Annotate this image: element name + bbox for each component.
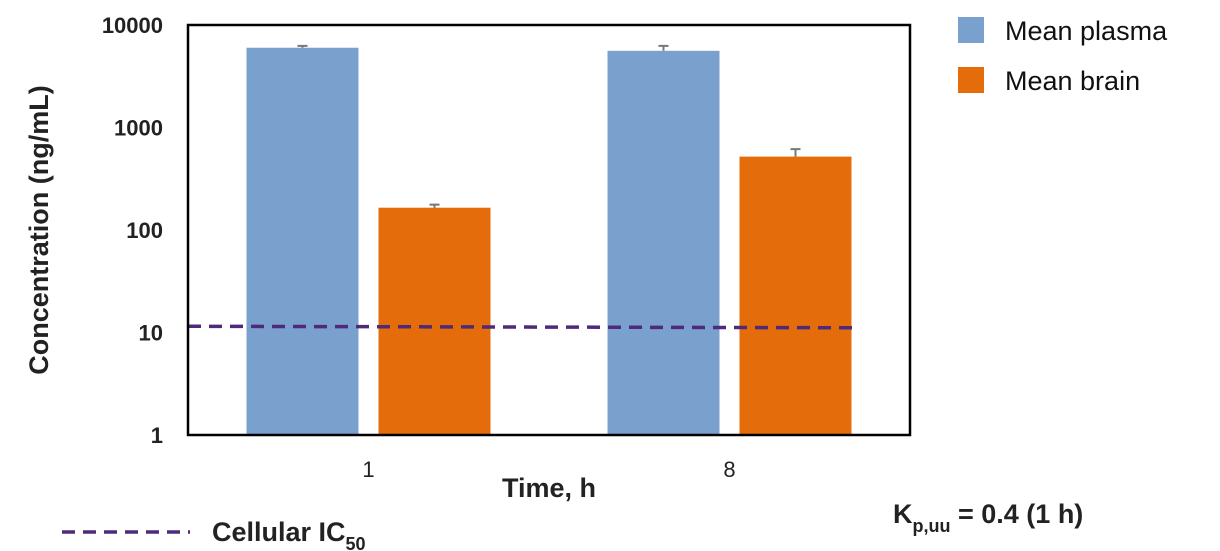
x-tick-label: 8: [723, 457, 735, 482]
legend-swatch-brain: [958, 67, 984, 93]
error-bar: [658, 44, 669, 51]
x-tick-label: 1: [362, 457, 374, 482]
ic50-reference-line: [187, 324, 853, 330]
y-tick-label: 10000: [102, 13, 163, 38]
bar-mean-plasma-t1: [246, 47, 359, 435]
y-axis-label: Concentration (ng/mL): [24, 85, 54, 374]
ic50-legend: Cellular IC50: [62, 517, 366, 551]
bar-mean-brain-t8: [739, 156, 852, 435]
y-tick-label: 1: [151, 423, 163, 448]
y-tick-label: 10: [139, 321, 163, 346]
legend-swatch-plasma: [958, 17, 984, 43]
x-axis-label: Time, h: [502, 473, 596, 503]
ic50-label: Cellular IC50: [212, 517, 366, 551]
kpuu-annotation: Kp,uu = 0.4 (1 h): [893, 499, 1083, 536]
y-tick-label: 1000: [114, 116, 163, 141]
legend-label-brain: Mean brain: [1005, 66, 1140, 96]
plot-area-frame: [186, 23, 912, 437]
legend: Mean plasma Mean brain: [958, 16, 1168, 96]
error-bar: [429, 203, 440, 208]
y-tick-label: 100: [126, 218, 163, 243]
bar-mean-plasma-t8: [607, 50, 720, 435]
legend-label-plasma: Mean plasma: [1005, 16, 1168, 46]
error-bar: [790, 148, 801, 157]
error-bar: [297, 44, 308, 48]
bar-mean-brain-t1: [378, 207, 491, 435]
